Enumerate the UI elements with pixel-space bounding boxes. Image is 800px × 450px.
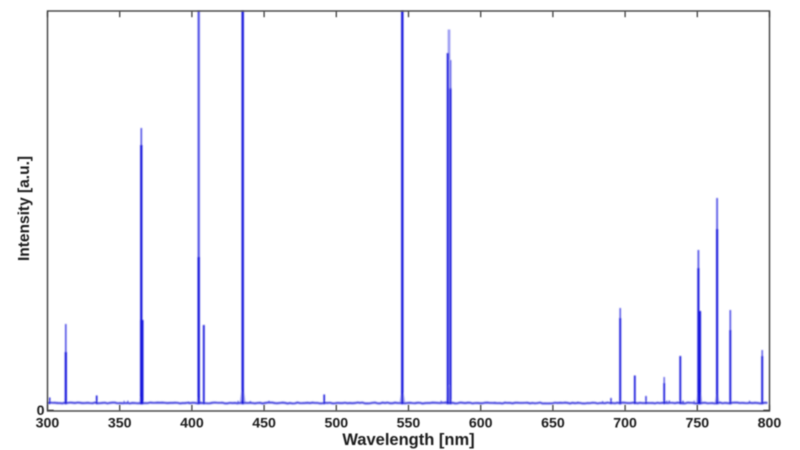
svg-text:650: 650: [541, 415, 565, 431]
svg-text:550: 550: [397, 415, 421, 431]
svg-text:600: 600: [469, 415, 493, 431]
svg-text:800: 800: [758, 415, 782, 431]
svg-text:400: 400: [180, 415, 204, 431]
svg-text:Wavelength [nm]: Wavelength [nm]: [342, 431, 474, 449]
svg-text:450: 450: [252, 415, 276, 431]
svg-text:750: 750: [685, 415, 709, 431]
svg-text:0: 0: [37, 403, 45, 419]
svg-text:500: 500: [324, 415, 348, 431]
svg-text:300: 300: [36, 415, 60, 431]
svg-text:350: 350: [108, 415, 132, 431]
svg-text:700: 700: [613, 415, 637, 431]
svg-text:Intensity [a.u.]: Intensity [a.u.]: [16, 156, 33, 261]
